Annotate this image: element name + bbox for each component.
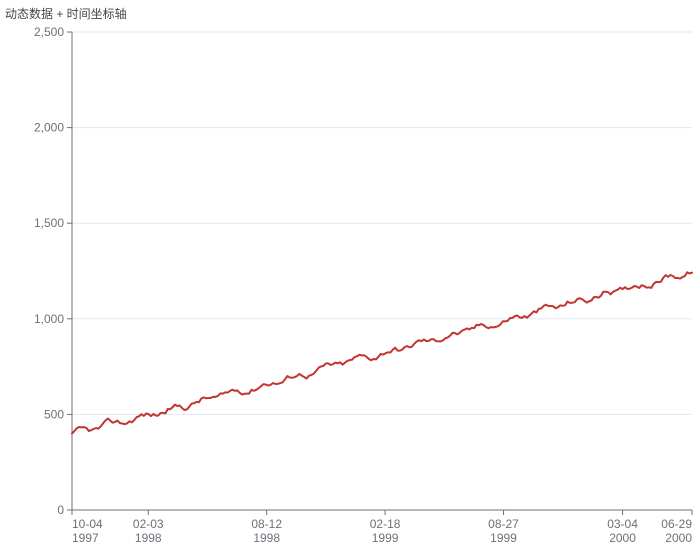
x-tick-label-line1: 02-03: [133, 517, 164, 531]
series-line: [72, 272, 692, 433]
x-tick-label-line2: 1999: [372, 531, 399, 545]
x-tick-label-line1: 02-18: [370, 517, 401, 531]
chart-title: 动态数据 + 时间坐标轴: [5, 5, 127, 22]
x-tick-label-line1: 10-04: [72, 517, 103, 531]
x-tick-label-line1: 08-27: [488, 517, 519, 531]
x-tick-label-line2: 1998: [135, 531, 162, 545]
y-tick-label: 1,500: [34, 216, 64, 230]
y-tick-label: 500: [44, 407, 64, 421]
x-tick-label-line1: 08-12: [251, 517, 282, 531]
y-tick-label: 2,500: [34, 25, 64, 39]
x-tick-label-line2: 2000: [665, 531, 692, 545]
x-tick-label-line1: 03-04: [607, 517, 638, 531]
x-tick-label-line2: 1997: [72, 531, 99, 545]
x-tick-label-line2: 1999: [490, 531, 517, 545]
x-tick-label-line2: 2000: [609, 531, 636, 545]
y-tick-label: 0: [57, 503, 64, 517]
x-tick-label-line1: 06-29: [661, 517, 692, 531]
chart-container: 动态数据 + 时间坐标轴 05001,0001,5002,0002,50010-…: [0, 0, 700, 560]
y-tick-label: 1,000: [34, 312, 64, 326]
x-tick-label-line2: 1998: [253, 531, 280, 545]
chart-svg: 05001,0001,5002,0002,50010-04199702-0319…: [0, 0, 700, 560]
y-tick-label: 2,000: [34, 121, 64, 135]
